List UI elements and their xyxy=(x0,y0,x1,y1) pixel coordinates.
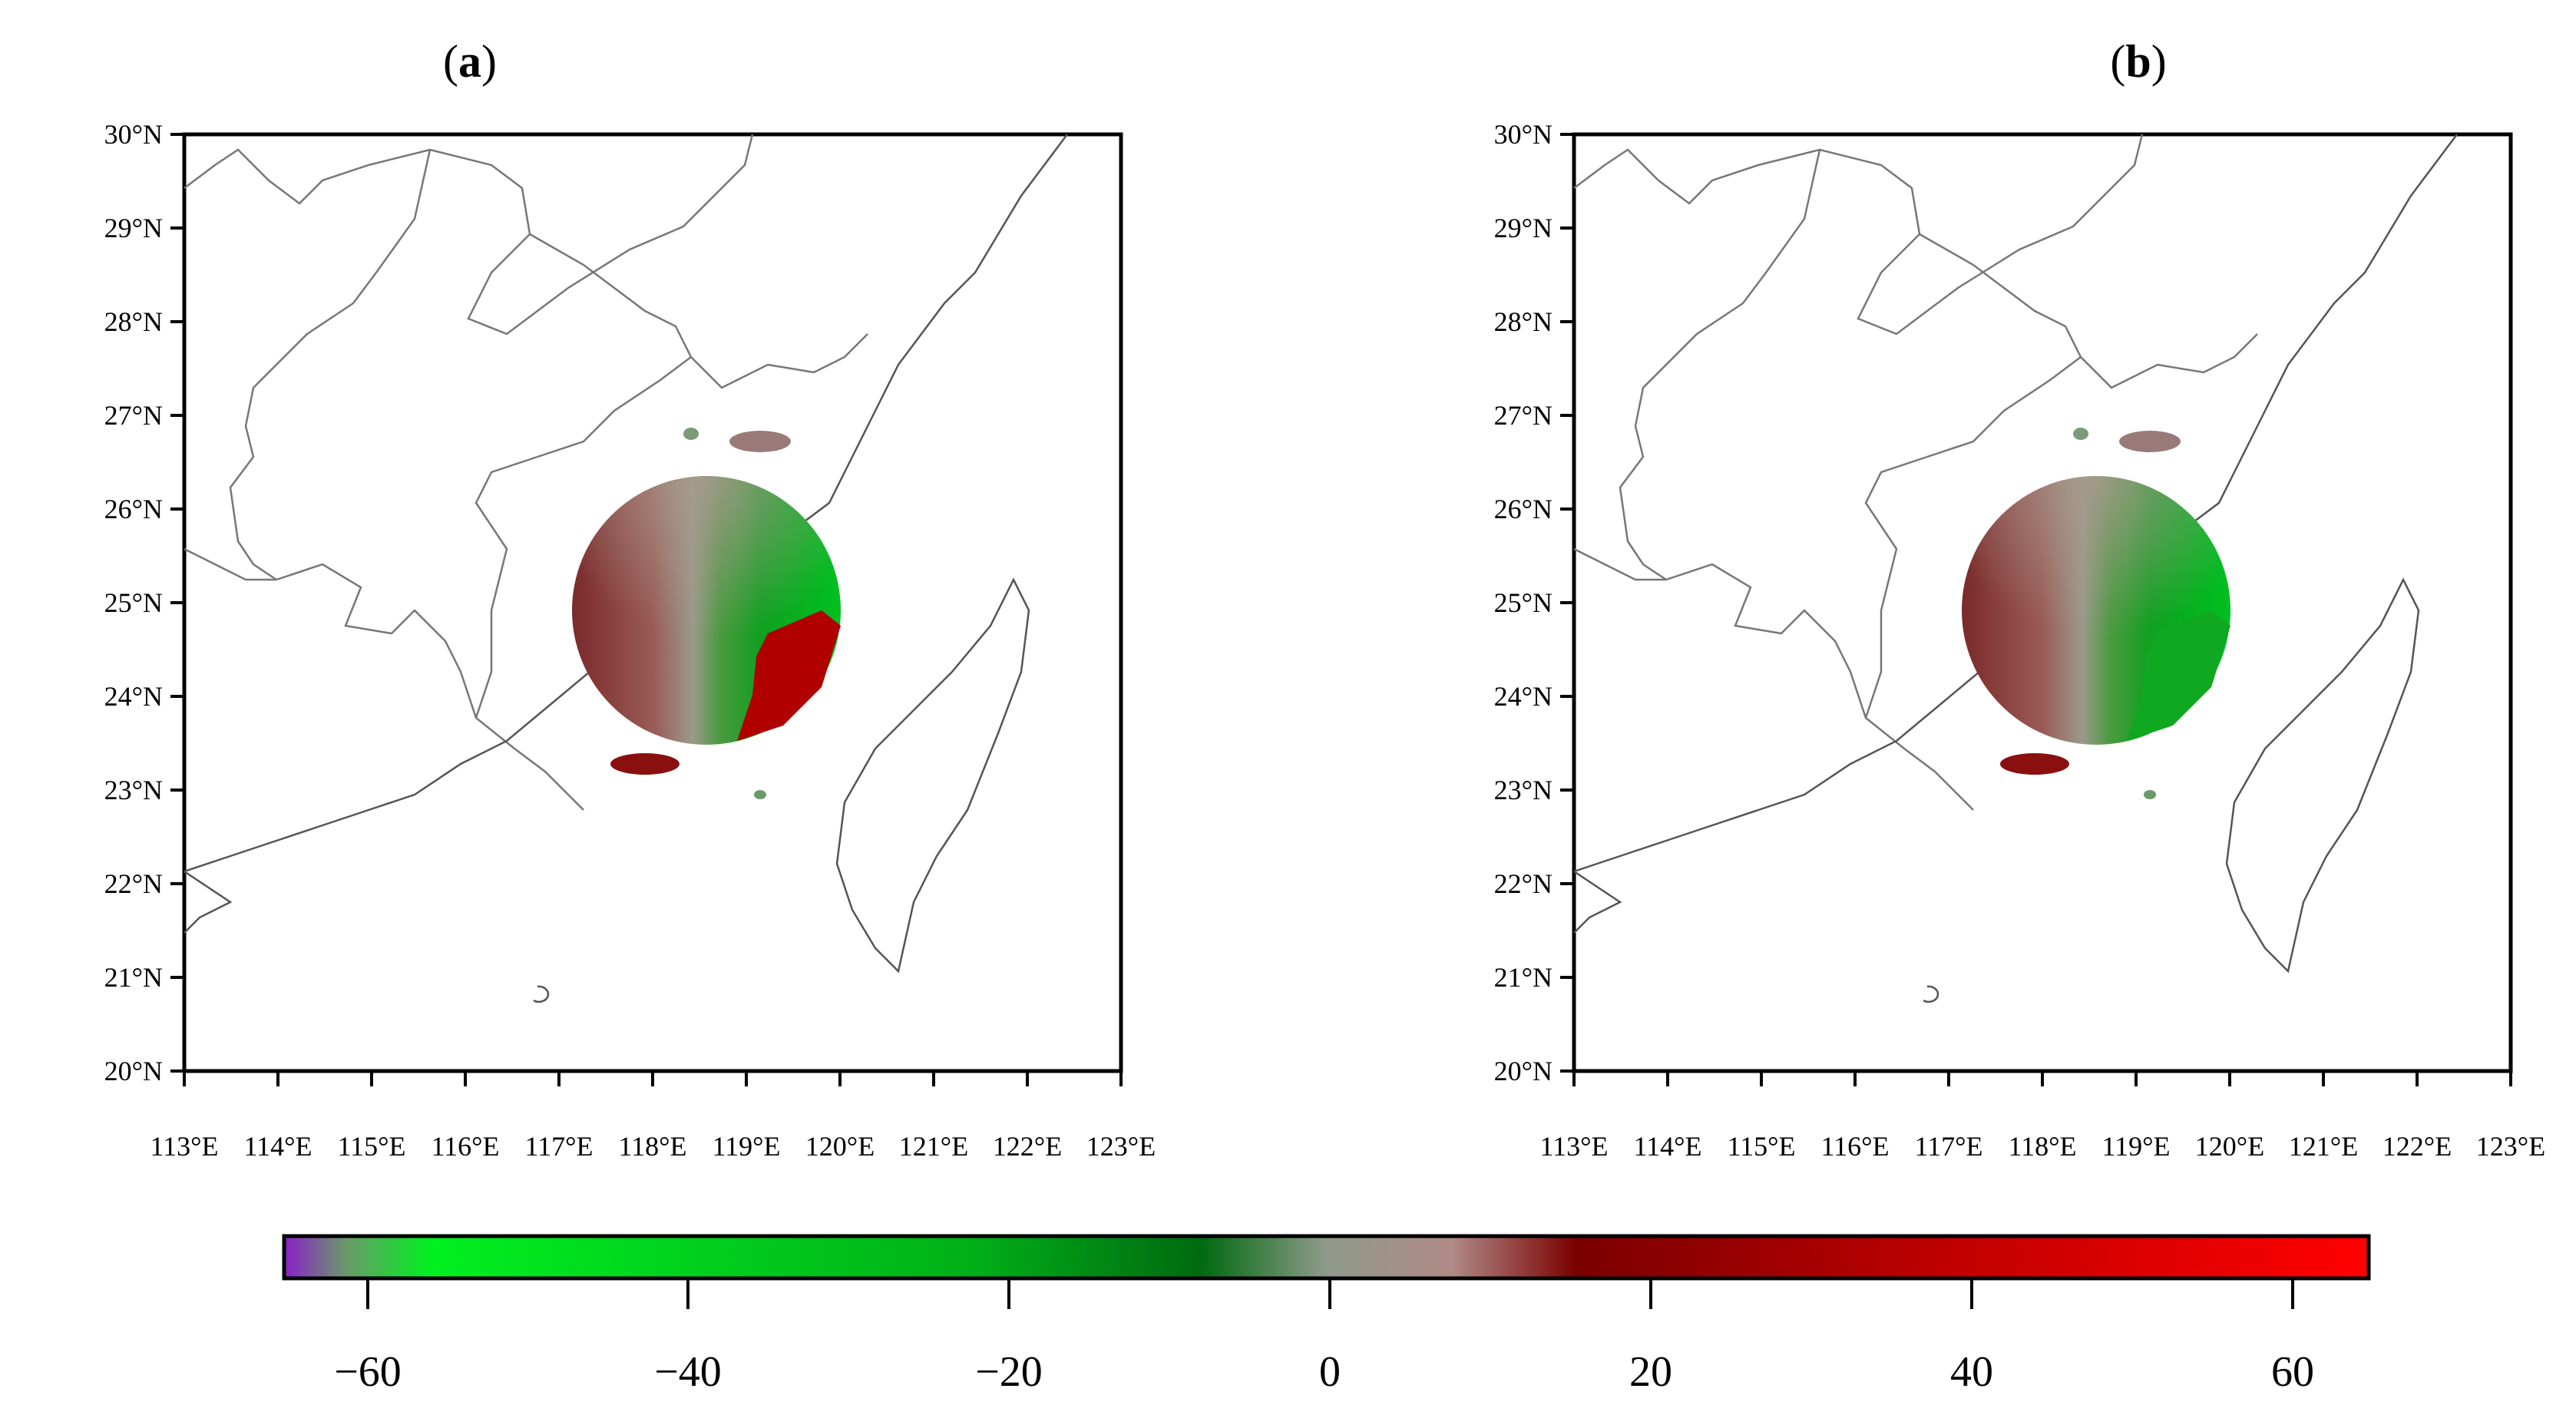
lat-label: 26°N xyxy=(1494,494,1553,524)
lat-label: 21°N xyxy=(1494,962,1553,993)
dealiased-region xyxy=(2127,610,2230,741)
colorbar-tick-label: 40 xyxy=(1950,1348,1993,1396)
colorbar-tick-label: −20 xyxy=(975,1348,1043,1396)
lat-label: 27°N xyxy=(1494,400,1553,431)
radar-echo-b xyxy=(1962,428,2230,799)
lon-label: 120°E xyxy=(2195,1131,2264,1162)
map-frame-b: 30°N 29°N 28°N 27°N 26°N 25°N 24°N 23°N … xyxy=(1494,119,2546,1162)
lon-label: 122°E xyxy=(993,1131,1062,1162)
lon-label: 119°E xyxy=(2101,1131,2170,1162)
lon-label: 122°E xyxy=(2383,1131,2452,1162)
lat-label: 25°N xyxy=(1494,587,1553,618)
lat-label: 27°N xyxy=(104,400,163,431)
lon-label: 123°E xyxy=(2476,1131,2545,1162)
colorbar-tick-label: −40 xyxy=(654,1348,722,1396)
lon-label: 113°E xyxy=(1539,1131,1608,1162)
province-boundaries xyxy=(1573,134,2258,811)
lon-label: 121°E xyxy=(2289,1131,2358,1162)
lat-label: 24°N xyxy=(104,681,163,712)
lon-label: 120°E xyxy=(805,1131,875,1162)
lon-ticks-b xyxy=(1572,1071,2512,1086)
lat-label: 26°N xyxy=(104,494,163,524)
lat-label: 29°N xyxy=(104,213,163,243)
lon-label: 115°E xyxy=(337,1131,405,1162)
lat-label: 20°N xyxy=(1494,1056,1553,1086)
lat-label: 20°N xyxy=(104,1056,163,1086)
positive-velocity-patch xyxy=(737,610,841,741)
lon-label: 114°E xyxy=(243,1131,312,1162)
lon-label: 118°E xyxy=(618,1131,686,1162)
lon-label: 119°E xyxy=(712,1131,780,1162)
panel-b: (b) xyxy=(1494,36,2546,1162)
lat-label: 28°N xyxy=(104,306,163,337)
lat-label: 29°N xyxy=(1494,213,1553,243)
lon-label: 117°E xyxy=(1914,1131,1982,1162)
lon-label: 121°E xyxy=(899,1131,968,1162)
lat-labels-a: 30°N 29°N 28°N 27°N 26°N 25°N 24°N 23°N … xyxy=(104,119,163,1086)
panel-a: (a) xyxy=(104,36,1156,1162)
lon-label: 113°E xyxy=(150,1131,218,1162)
panel-label-b: (b) xyxy=(2110,36,2166,87)
lon-label: 114°E xyxy=(1633,1131,1701,1162)
lat-ticks-a xyxy=(170,133,184,1073)
colorbar-tick-label: 0 xyxy=(1319,1348,1341,1396)
map-frame-a: 30°N 29°N 28°N 27°N 26°N 25°N 24°N 23°N … xyxy=(104,119,1156,1162)
colorbar-tick-label: −60 xyxy=(334,1348,402,1396)
lat-label: 28°N xyxy=(1494,306,1553,337)
colorbar: −60 −40 −20 0 20 40 60 xyxy=(282,1234,2371,1396)
colorbar-tick-label: 60 xyxy=(2271,1348,2314,1396)
lon-ticks-a xyxy=(183,1071,1123,1086)
panel-label-a: (a) xyxy=(443,36,497,87)
lon-labels-b: 113°E 114°E 115°E 116°E 117°E 118°E 119°… xyxy=(1539,1131,2545,1162)
lat-label: 21°N xyxy=(104,962,163,993)
lon-label: 115°E xyxy=(1727,1131,1795,1162)
lat-label: 25°N xyxy=(104,587,163,618)
lon-labels-a: 113°E 114°E 115°E 116°E 117°E 118°E 119°… xyxy=(150,1131,1156,1162)
lon-label: 117°E xyxy=(524,1131,593,1162)
lat-label: 30°N xyxy=(1494,119,1553,150)
lon-label: 123°E xyxy=(1086,1131,1156,1162)
lat-label: 24°N xyxy=(1494,681,1553,712)
lat-label: 22°N xyxy=(1494,868,1553,899)
radar-echo-a xyxy=(572,428,841,799)
island-hainan-tip xyxy=(1923,985,1939,1003)
lon-label: 116°E xyxy=(431,1131,499,1162)
lat-label: 23°N xyxy=(104,775,163,805)
colorbar-bar xyxy=(282,1234,2371,1281)
island-hainan-tip xyxy=(533,985,550,1003)
lat-ticks-b xyxy=(1560,133,1574,1073)
lat-label: 22°N xyxy=(104,868,163,899)
lat-label: 23°N xyxy=(1494,775,1553,805)
lon-label: 118°E xyxy=(2008,1131,2076,1162)
lat-label: 30°N xyxy=(104,119,163,150)
lat-labels-b: 30°N 29°N 28°N 27°N 26°N 25°N 24°N 23°N … xyxy=(1494,119,1553,1086)
colorbar-labels: −60 −40 −20 0 20 40 60 xyxy=(334,1348,2314,1396)
colorbar-ticks xyxy=(366,1278,2294,1309)
colorbar-tick-label: 20 xyxy=(1629,1348,1672,1396)
province-boundaries xyxy=(184,134,868,811)
lon-label: 116°E xyxy=(1820,1131,1889,1162)
